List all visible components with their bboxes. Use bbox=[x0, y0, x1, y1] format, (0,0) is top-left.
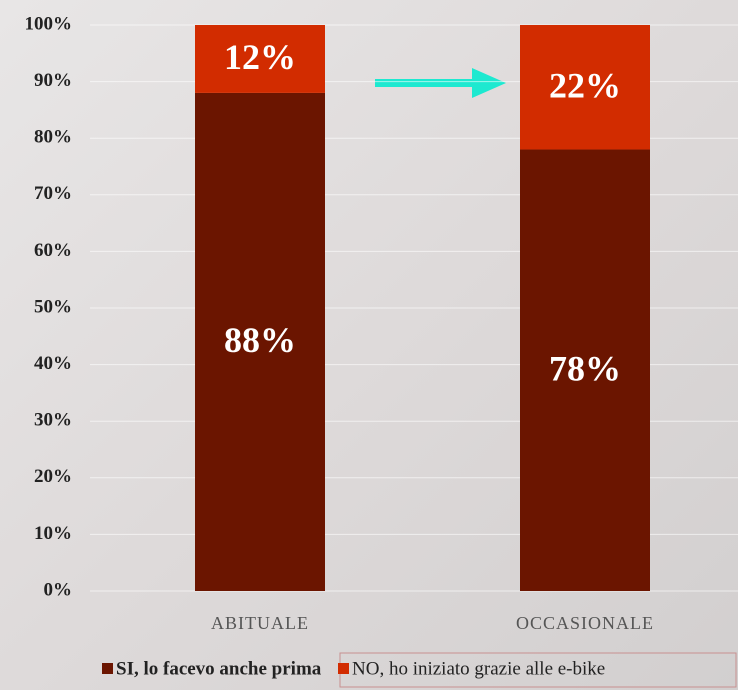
data-label: 78% bbox=[549, 349, 621, 389]
data-label: 12% bbox=[224, 37, 296, 77]
y-tick-label: 10% bbox=[34, 523, 72, 544]
data-label: 22% bbox=[549, 66, 621, 106]
legend-label: NO, ho iniziato grazie alle e-bike bbox=[352, 658, 605, 679]
y-tick-label: 50% bbox=[34, 296, 72, 317]
y-tick-label: 60% bbox=[34, 240, 72, 261]
data-label: 88% bbox=[224, 320, 296, 360]
y-tick-label: 70% bbox=[34, 183, 72, 204]
y-tick-label: 90% bbox=[34, 70, 72, 91]
y-tick-label: 20% bbox=[34, 466, 72, 487]
y-tick-label: 100% bbox=[25, 13, 73, 34]
y-tick-label: 40% bbox=[34, 353, 72, 374]
y-tick-label: 80% bbox=[34, 127, 72, 148]
y-tick-label: 30% bbox=[34, 410, 72, 431]
legend-label: SI, lo facevo anche prima bbox=[116, 658, 322, 679]
chart: 0% 10% 20% 30% 40% 50% 60% 70% 80% 90% 100% 88% 12% A… bbox=[0, 0, 738, 690]
x-tick-label: OCCASIONALE bbox=[516, 613, 654, 633]
y-tick-label: 0% bbox=[44, 579, 73, 600]
x-tick-label: ABITUALE bbox=[211, 613, 309, 633]
legend-swatch bbox=[102, 663, 113, 674]
legend-swatch bbox=[338, 663, 349, 674]
